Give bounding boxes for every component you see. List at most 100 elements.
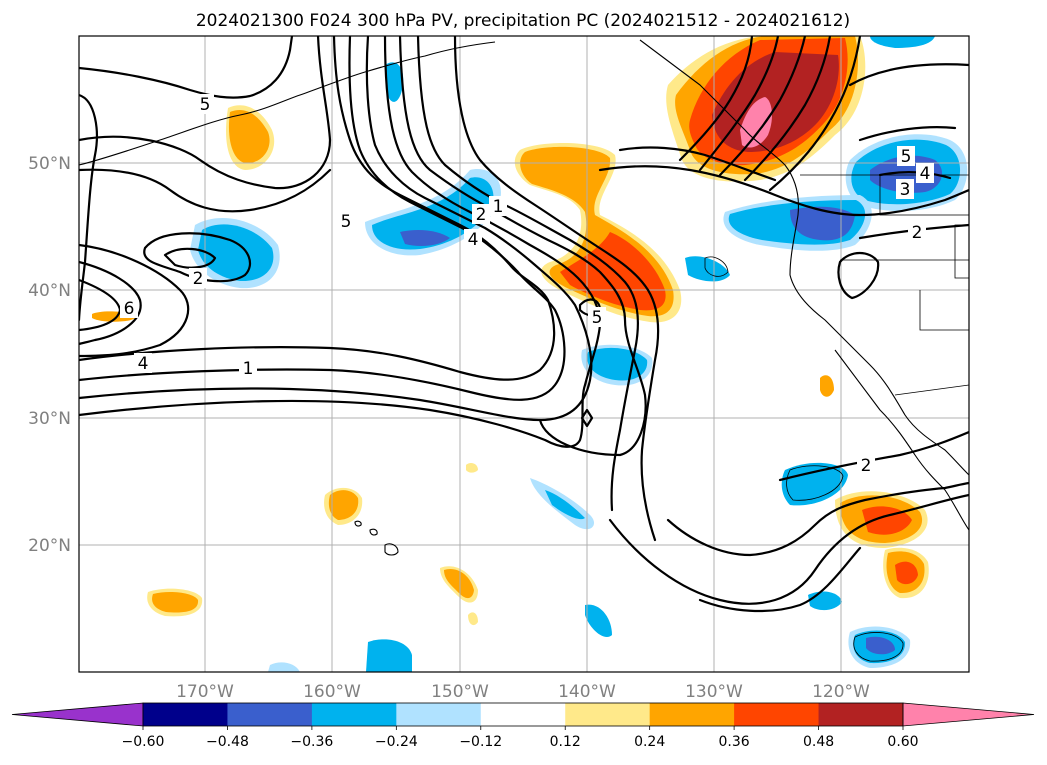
- precip-positive-south-2-orange: [152, 592, 199, 613]
- lon-label: 120°W: [812, 682, 870, 702]
- precip-negative-6: [781, 462, 848, 506]
- contour-northeast-2: [858, 126, 957, 142]
- contour-label: 1: [493, 197, 504, 217]
- contour-northeast: [848, 63, 969, 87]
- colorbar-segment: [818, 703, 904, 726]
- precip-negative-2-royal: [400, 230, 450, 246]
- precip-negative-5: [385, 62, 404, 102]
- contour-jet-3: [79, 36, 593, 422]
- colorbar-frame: [142, 702, 904, 727]
- contour-east-3: [698, 546, 862, 613]
- contour-label: 5: [592, 308, 603, 328]
- map-panel: [78, 35, 970, 673]
- contour-jet-6: [416, 36, 640, 512]
- colorbar-tick-label: −0.36: [290, 734, 333, 750]
- colorbar-tick-label: 0.24: [634, 734, 665, 750]
- colorbar-segment: [734, 703, 820, 726]
- colorbar: −0.60 −0.48 −0.36 −0.24 −0.12 0.12 0.24 0.36 0.4…: [11, 702, 1035, 750]
- colorbar-segment: [480, 703, 566, 726]
- contour-west-2: [79, 168, 332, 213]
- colorbar-segment: [565, 703, 651, 726]
- precip-positive-south-1-orange: [444, 568, 474, 599]
- colorbar-segment: [311, 703, 397, 726]
- colorbar-tick-label: 0.48: [803, 734, 834, 750]
- colorbar-tick-label: 0.36: [719, 734, 750, 750]
- contour-north-1: [598, 165, 969, 217]
- precip-positive-mexico-red: [895, 561, 918, 585]
- lat-label: 40°N: [28, 281, 71, 301]
- coast-hawaii-2: [369, 528, 378, 536]
- gridlines: [79, 36, 969, 672]
- lat-label: 30°N: [28, 409, 71, 429]
- contour-label: 2: [912, 223, 923, 243]
- us-mexico-border: [894, 384, 969, 396]
- coast-north-america: [639, 39, 969, 476]
- contour-jet-7: [453, 36, 660, 542]
- contour-jet-4: [79, 36, 602, 448]
- coast-hawaii-3: [354, 520, 362, 527]
- precip-positive-tiny-3: [466, 462, 478, 473]
- contour-5-north: [79, 36, 294, 99]
- precip-negative-7-sky: [545, 490, 585, 520]
- contour-label: 5: [341, 212, 352, 232]
- contour-label: 6: [124, 299, 135, 319]
- colorbar-extend-max: [902, 702, 1035, 727]
- latitude-labels: 50°N 40°N 30°N 20°N: [28, 154, 71, 556]
- precip-negative-west-coast-royal: [790, 206, 855, 241]
- colorbar-extend-min: [11, 702, 144, 727]
- us-state-border-3: [919, 290, 969, 331]
- contour-jet-2: [79, 36, 566, 401]
- lat-label: 50°N: [28, 154, 71, 174]
- contour-west-outer: [79, 93, 98, 322]
- colorbar-tick-label: 0.60: [887, 734, 918, 750]
- precip-negative-8: [585, 604, 612, 638]
- precip-positive-small-1-orange: [228, 110, 270, 164]
- lon-label: 170°W: [176, 682, 234, 702]
- colorbar-tick-label: −0.60: [122, 734, 165, 750]
- contour-west-lobe-3: [79, 243, 190, 358]
- precip-thin-edges: [704, 256, 904, 662]
- colorbar-segment: [143, 703, 228, 726]
- map-frame: [78, 35, 970, 673]
- lon-label: 130°W: [685, 682, 743, 702]
- precip-negative-9: [366, 639, 412, 672]
- lon-label: 140°W: [558, 682, 616, 702]
- contour-label: 4: [468, 230, 479, 250]
- precip-negative-1-sky: [198, 224, 274, 282]
- contour-label: 5: [901, 147, 912, 167]
- coast-baja: [834, 349, 969, 531]
- contour-label: 4: [920, 164, 931, 184]
- contour-east-4: [778, 430, 969, 482]
- contour-east-2: [608, 493, 969, 605]
- contour-west-inner-1: [143, 232, 252, 283]
- contour-label: 3: [900, 180, 911, 200]
- colorbar-segment: [649, 703, 735, 726]
- contour-label: 2: [861, 456, 872, 476]
- coastlines: [79, 39, 969, 556]
- precip-negative-4: [685, 256, 730, 282]
- precip-negative-10-royal: [866, 636, 895, 655]
- contour-loop-east: [837, 251, 880, 300]
- lon-label: 160°W: [303, 682, 361, 702]
- precip-positive-tiny-4: [468, 612, 478, 626]
- contour-label: 2: [193, 269, 204, 289]
- contour-north-7: [768, 36, 862, 192]
- colorbar-segment: [396, 703, 482, 726]
- contour-diamond: [580, 408, 594, 428]
- contour-east-1: [666, 481, 969, 557]
- contour-label: 2: [476, 205, 487, 225]
- contour-north-3: [678, 36, 754, 162]
- colorbar-tick-label: −0.24: [375, 734, 418, 750]
- contour-west-lobe-1: [79, 260, 142, 346]
- contour-jet-5: [398, 36, 647, 457]
- colorbar-segment: [227, 703, 313, 726]
- contour-label: 1: [243, 359, 254, 379]
- precip-negative-13: [268, 662, 300, 672]
- precip-positive-hawaii-n-orange: [328, 490, 359, 520]
- contour-north-5: [718, 36, 807, 177]
- map-title: 2024021300 F024 300 hPa PV, precipitatio…: [196, 11, 850, 31]
- precip-negative-12: [870, 36, 935, 48]
- colorbar-tick-label: 0.12: [550, 734, 581, 750]
- longitude-labels: 170°W 160°W 150°W 140°W 130°W 120°W: [176, 682, 870, 702]
